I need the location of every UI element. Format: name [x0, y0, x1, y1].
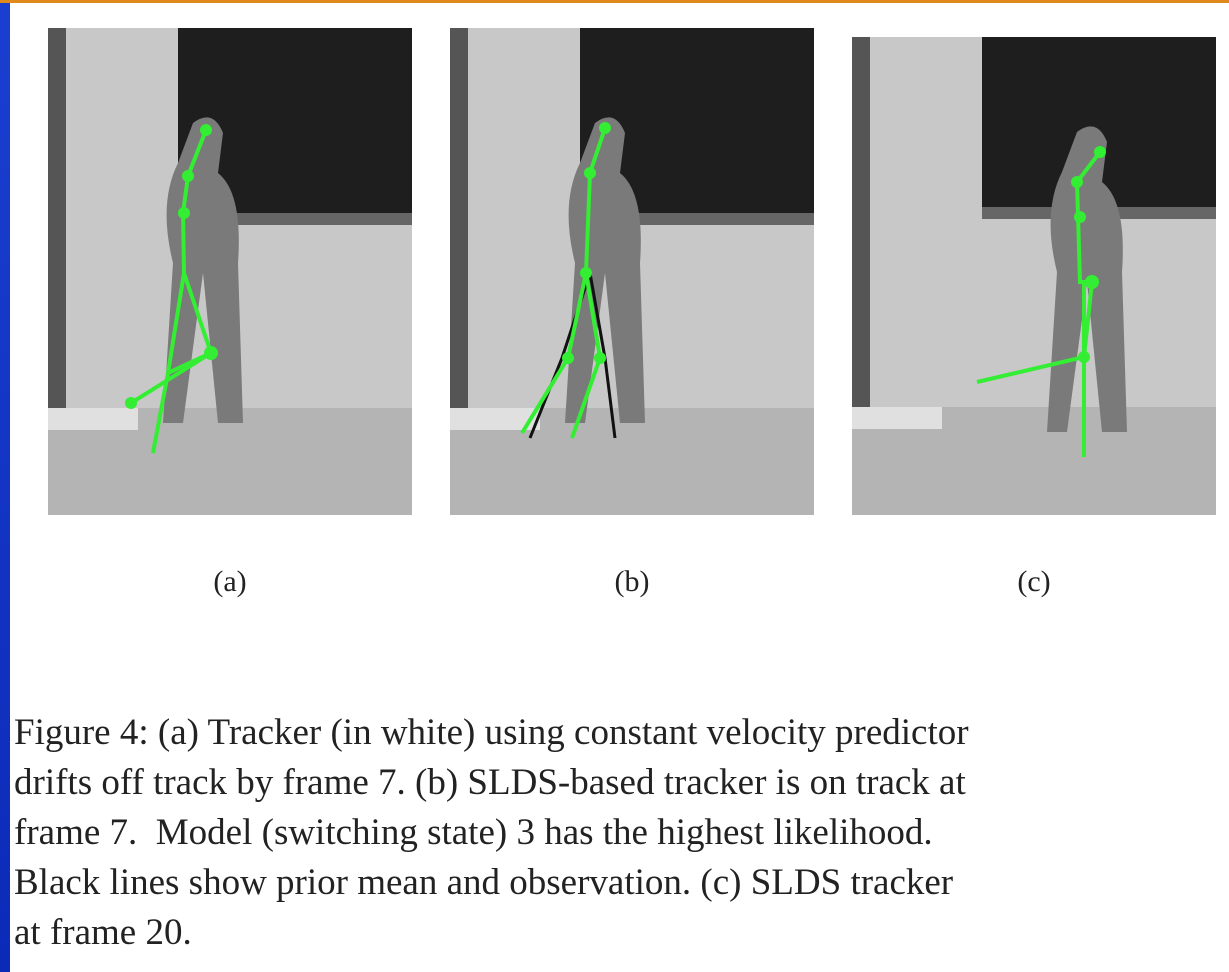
photo-b: [450, 28, 814, 515]
caption-line: at frame 20.: [14, 908, 1219, 958]
caption-line: Figure 4: (a) Tracker (in white) using c…: [14, 708, 1219, 758]
slide-bar: [0, 0, 10, 972]
photo-c: [852, 37, 1216, 515]
caption: Figure 4: (a) Tracker (in white) using c…: [14, 708, 1219, 958]
caption-line: Black lines show prior mean and observat…: [14, 858, 1219, 908]
caption-line: frame 7. Model (switching state) 3 has t…: [14, 808, 1219, 858]
caption-line: drifts off track by frame 7. (b) SLDS-ba…: [14, 758, 1219, 808]
page: (a) (b) (c) Figure 4: (a) Tracker (in wh…: [0, 0, 1229, 972]
slide-rule: [0, 0, 1229, 3]
photo-a: [48, 28, 412, 515]
panel-label: (b): [450, 565, 814, 599]
panel-label: (c): [852, 565, 1216, 599]
panel-label: (a): [48, 565, 412, 599]
